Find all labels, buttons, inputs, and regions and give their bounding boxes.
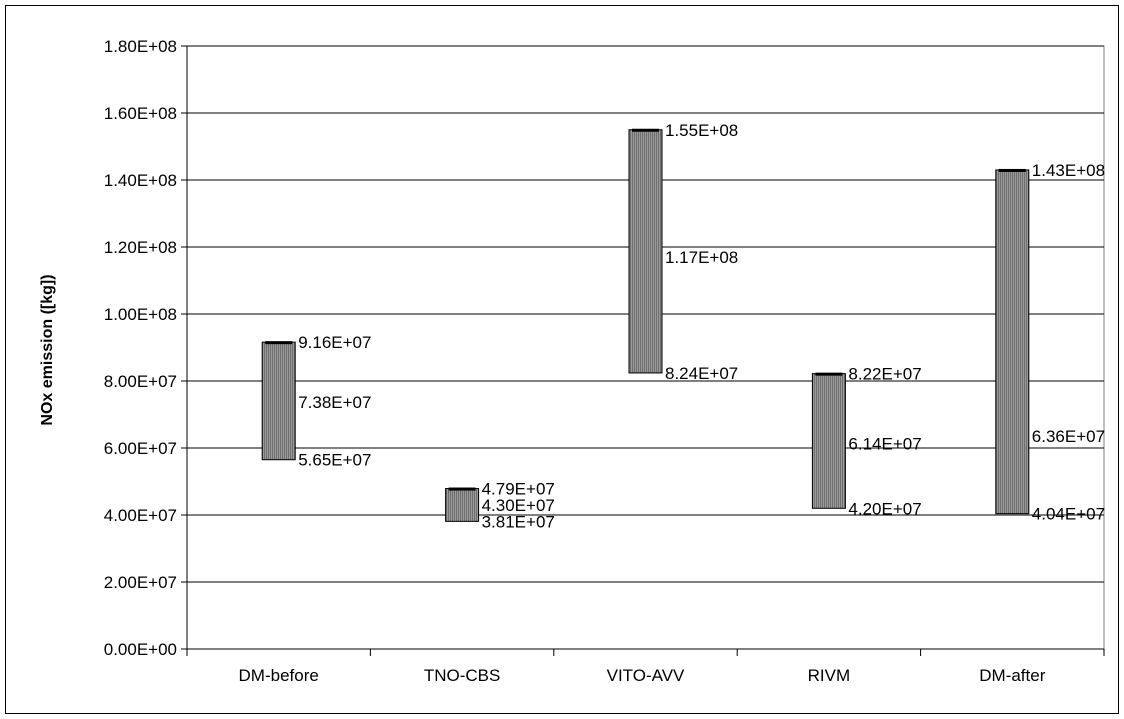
mid-value-label: 1.17E+08 — [665, 248, 738, 267]
high-value-label: 8.22E+07 — [848, 365, 921, 384]
high-value-label: 9.16E+07 — [298, 333, 371, 352]
x-tick-label-rivm: RIVM — [808, 666, 851, 685]
high-marker — [448, 487, 476, 491]
y-tick-label: 8.00E+07 — [104, 372, 177, 391]
mid-value-label: 7.38E+07 — [298, 393, 371, 412]
low-value-label: 5.65E+07 — [298, 451, 371, 470]
high-value-label: 1.55E+08 — [665, 121, 738, 140]
y-tick-label: 2.00E+07 — [104, 573, 177, 592]
y-axis-title: NOx emission ([kg]) — [39, 274, 56, 425]
y-tick-label: 1.60E+08 — [104, 104, 177, 123]
mid-value-label: 4.30E+07 — [482, 496, 555, 515]
chart-frame — [5, 5, 1119, 714]
mid-value-label: 6.14E+07 — [848, 434, 921, 453]
low-value-label: 8.24E+07 — [665, 364, 738, 383]
y-tick-label: 1.80E+08 — [104, 37, 177, 56]
y-tick-label: 0.00E+00 — [104, 640, 177, 659]
range-bar-dm-before — [261, 341, 296, 461]
high-marker — [815, 372, 843, 376]
range-bar-tno-cbs — [445, 488, 480, 522]
low-value-label: 4.20E+07 — [848, 499, 921, 518]
low-value-label: 3.81E+07 — [482, 512, 555, 531]
x-tick-label-dm-after: DM-after — [979, 666, 1045, 685]
x-tick-label-dm-before: DM-before — [239, 666, 319, 685]
range-bar-dm-after — [995, 169, 1030, 515]
y-tick-label: 1.20E+08 — [104, 238, 177, 257]
y-tick-label: 4.00E+07 — [104, 506, 177, 525]
high-value-label: 1.43E+08 — [1032, 161, 1105, 180]
high-marker — [265, 341, 293, 345]
y-tick-label: 1.00E+08 — [104, 305, 177, 324]
y-tick-label: 1.40E+08 — [104, 171, 177, 190]
x-tick-label-tno-cbs: TNO-CBS — [424, 666, 501, 685]
range-bar-rivm — [811, 373, 846, 509]
high-marker — [632, 128, 659, 132]
high-value-label: 4.79E+07 — [482, 480, 555, 499]
y-tick-label: 6.00E+07 — [104, 439, 177, 458]
high-marker — [998, 168, 1026, 172]
range-bar-vito-avv — [628, 129, 663, 374]
low-value-label: 4.04E+07 — [1032, 505, 1105, 524]
mid-value-label: 6.36E+07 — [1032, 427, 1105, 446]
x-tick-label-vito-avv: VITO-AVV — [607, 666, 685, 685]
